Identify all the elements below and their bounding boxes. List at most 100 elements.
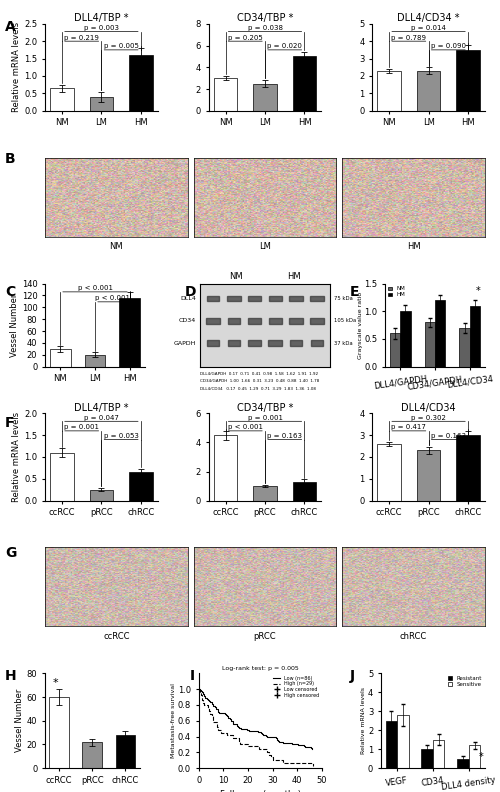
Text: p = 0.001: p = 0.001 xyxy=(64,425,99,430)
Text: p < 0.001: p < 0.001 xyxy=(95,295,130,302)
Bar xyxy=(50,348,70,367)
Bar xyxy=(456,436,480,501)
Bar xyxy=(90,489,113,501)
Bar xyxy=(469,745,480,768)
Text: p = 0.302: p = 0.302 xyxy=(411,415,446,421)
Text: *: * xyxy=(476,286,480,296)
Bar xyxy=(129,472,152,501)
Text: DLL4: DLL4 xyxy=(180,296,196,301)
Bar xyxy=(290,341,302,346)
Title: Log-rank test: p = 0.005: Log-rank test: p = 0.005 xyxy=(222,667,298,672)
Bar xyxy=(289,295,304,302)
Bar xyxy=(424,322,435,367)
X-axis label: pRCC: pRCC xyxy=(254,632,276,641)
Title: DLL4/TBP *: DLL4/TBP * xyxy=(74,402,128,413)
Text: p = 0.005: p = 0.005 xyxy=(104,44,138,49)
Y-axis label: Vessel Number: Vessel Number xyxy=(15,689,24,752)
X-axis label: chRCC: chRCC xyxy=(400,632,427,641)
Title: DLL4/TBP *: DLL4/TBP * xyxy=(74,13,128,23)
Legend: NM, HM: NM, HM xyxy=(388,287,406,298)
Text: p = 0.053: p = 0.053 xyxy=(104,433,138,439)
Text: 75 kDa: 75 kDa xyxy=(334,296,352,301)
Bar xyxy=(470,306,480,367)
Bar xyxy=(290,318,303,324)
Text: p = 0.014: p = 0.014 xyxy=(411,25,446,31)
Bar xyxy=(84,355,105,367)
Bar xyxy=(248,295,261,302)
Bar xyxy=(90,97,113,111)
Bar xyxy=(417,70,440,111)
Bar xyxy=(116,735,136,768)
Y-axis label: Grayscale value ratio: Grayscale value ratio xyxy=(358,291,363,359)
Bar xyxy=(228,341,239,346)
Bar xyxy=(206,341,220,346)
Text: F: F xyxy=(5,416,15,430)
Legend: Resistant, Sensitive: Resistant, Sensitive xyxy=(448,676,482,687)
Text: A: A xyxy=(5,20,16,34)
Y-axis label: Relative mRNA levels: Relative mRNA levels xyxy=(362,687,366,754)
Text: p = 0.417: p = 0.417 xyxy=(392,425,426,430)
Bar xyxy=(269,318,282,324)
Bar xyxy=(458,759,469,768)
Bar xyxy=(435,300,446,367)
Bar xyxy=(214,436,238,501)
Text: p = 0.020: p = 0.020 xyxy=(268,44,302,49)
Bar xyxy=(207,295,219,302)
Text: p = 0.163: p = 0.163 xyxy=(431,433,466,439)
Text: p = 0.090: p = 0.090 xyxy=(431,44,466,49)
Bar xyxy=(310,295,324,302)
Title: DLL4/CD34: DLL4/CD34 xyxy=(402,402,456,413)
Title: CD34/TBP *: CD34/TBP * xyxy=(237,402,293,413)
Bar xyxy=(248,341,261,346)
Text: p = 0.047: p = 0.047 xyxy=(84,415,119,421)
Bar xyxy=(120,299,141,367)
Bar xyxy=(417,451,440,501)
Text: E: E xyxy=(350,285,360,299)
Bar xyxy=(460,328,470,367)
Legend: Low (n=86), High (n=29), Low censored, High censored: Low (n=86), High (n=29), Low censored, H… xyxy=(273,676,320,698)
Text: p = 0.219: p = 0.219 xyxy=(64,35,99,40)
Text: p = 0.789: p = 0.789 xyxy=(392,35,426,40)
Text: HM: HM xyxy=(287,272,300,281)
Y-axis label: Relative mRNA levels: Relative mRNA levels xyxy=(12,412,22,502)
Text: *: * xyxy=(479,752,484,762)
X-axis label: LM: LM xyxy=(259,242,271,251)
Text: p = 0.163: p = 0.163 xyxy=(267,433,302,439)
Bar xyxy=(422,749,433,768)
Text: NM: NM xyxy=(230,272,243,281)
Bar xyxy=(50,697,69,768)
X-axis label: ccRCC: ccRCC xyxy=(103,632,130,641)
Text: p < 0.001: p < 0.001 xyxy=(228,425,263,430)
X-axis label: NM: NM xyxy=(110,242,123,251)
X-axis label: HM: HM xyxy=(407,242,420,251)
Bar xyxy=(228,318,239,324)
Text: p = 0.001: p = 0.001 xyxy=(248,415,282,421)
X-axis label: Follow-up (months): Follow-up (months) xyxy=(220,790,301,792)
Y-axis label: Vessel Number: Vessel Number xyxy=(10,293,19,357)
Bar xyxy=(214,78,238,111)
Text: 37 kDa: 37 kDa xyxy=(334,341,352,346)
Bar xyxy=(292,482,316,501)
Bar xyxy=(292,56,316,111)
Text: I: I xyxy=(190,669,195,683)
Bar xyxy=(433,740,444,768)
Text: p < 0.001: p < 0.001 xyxy=(78,285,112,291)
Text: C: C xyxy=(5,285,15,299)
Bar xyxy=(378,70,401,111)
Bar xyxy=(82,742,102,768)
Text: H: H xyxy=(5,669,16,683)
Text: G: G xyxy=(5,546,16,561)
Text: p = 0.205: p = 0.205 xyxy=(228,35,262,40)
Title: CD34/TBP *: CD34/TBP * xyxy=(237,13,293,23)
Bar xyxy=(310,341,324,346)
Bar xyxy=(129,55,152,111)
Bar xyxy=(397,715,408,768)
Bar xyxy=(50,88,74,111)
Text: CD34: CD34 xyxy=(179,318,196,323)
Bar xyxy=(310,318,324,324)
Y-axis label: Relative mRNA levels: Relative mRNA levels xyxy=(12,22,22,112)
Text: D: D xyxy=(185,285,196,299)
Bar xyxy=(227,295,240,302)
Bar xyxy=(400,311,410,367)
Text: DLL4/GAPDH  0.17  0.71  0.41  0.98  1.58  1.62  1.91  1.92: DLL4/GAPDH 0.17 0.71 0.41 0.98 1.58 1.62… xyxy=(200,371,318,375)
